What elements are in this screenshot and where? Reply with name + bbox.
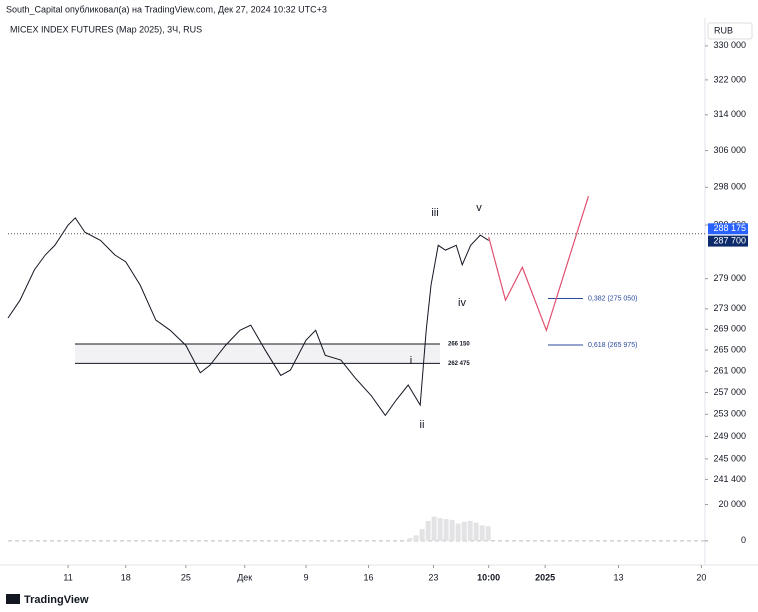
x-tick-label: 10:00 — [477, 572, 500, 582]
currency-box — [707, 22, 753, 40]
y-tick-label: 306 000 — [713, 145, 746, 155]
price-line-series — [7, 217, 489, 417]
y-tick-label: 322 000 — [713, 74, 746, 84]
x-tick-label: 9 — [304, 572, 309, 582]
y-tick-label: 269 000 — [713, 324, 746, 334]
y-tick-label: 265 000 — [713, 344, 746, 354]
wave-label: i — [410, 355, 412, 367]
x-tick-label: 23 — [428, 572, 438, 582]
price-label: 288 175 — [713, 223, 746, 233]
osc-bar — [461, 521, 467, 541]
osc-bar — [407, 538, 413, 541]
x-tick-label: 13 — [613, 572, 623, 582]
price-box — [708, 235, 748, 247]
level-label: 262 475 — [448, 361, 470, 367]
projection — [488, 196, 590, 333]
y-tick-label: 330 000 — [713, 40, 746, 50]
y-tick-label: 20 000 — [718, 499, 746, 509]
y-tick-label: 279 000 — [713, 273, 746, 283]
price-box — [708, 223, 748, 235]
osc-bar — [419, 529, 425, 541]
osc-bar — [437, 518, 443, 541]
osc-bar — [485, 526, 491, 541]
y-tick-label: 261 000 — [713, 366, 746, 376]
x-tick-label: 2025 — [535, 572, 555, 582]
y-tick-label: 314 000 — [713, 109, 746, 119]
wave-label: v — [476, 202, 482, 214]
y-tick-label: 241 400 — [713, 474, 746, 484]
publisher: South_Capital опубликовал(а) на TradingV… — [6, 4, 327, 14]
level-label: 266 150 — [448, 342, 470, 348]
osc-bar — [455, 523, 461, 541]
currency: RUB — [714, 25, 733, 35]
x-tick-label: Дек — [237, 572, 252, 582]
osc-bar — [431, 516, 437, 541]
x-tick-label: 18 — [121, 572, 131, 582]
chart-title: MICEX INDEX FUTURES (Мар 2025), 3Ч, RUS — [10, 24, 202, 34]
brand: TradingView — [24, 594, 89, 606]
osc-bar — [479, 525, 485, 541]
wave-label: iv — [458, 297, 466, 309]
y-tick-label: 0 — [741, 535, 746, 545]
price-label: 287 700 — [713, 235, 746, 245]
osc-bar — [425, 520, 431, 541]
y-tick-label: 249 000 — [713, 431, 746, 441]
osc-bar — [473, 522, 479, 541]
y-tick-label: 245 000 — [713, 453, 746, 463]
y-tick-label: 253 000 — [713, 409, 746, 419]
logo — [6, 594, 20, 604]
wave-label: ii — [420, 419, 425, 431]
x-tick-label: 11 — [63, 572, 72, 582]
x-tick-label: 20 — [696, 572, 706, 582]
osc-bar — [467, 520, 473, 541]
osc-bar — [443, 519, 449, 541]
x-tick-label: 25 — [181, 572, 191, 582]
level-zone — [75, 344, 440, 364]
osc-bar — [413, 535, 419, 541]
y-tick-label: 257 000 — [713, 387, 746, 397]
fib-label: 0,382 (275 050) — [588, 295, 637, 302]
y-tick-label: 298 000 — [713, 182, 746, 192]
fib-label: 0,618 (265 975) — [588, 342, 637, 349]
osc-bar — [449, 519, 455, 541]
x-tick-label: 16 — [364, 572, 374, 582]
y-tick-label: 273 000 — [713, 303, 746, 313]
wave-label: iii — [431, 207, 438, 219]
